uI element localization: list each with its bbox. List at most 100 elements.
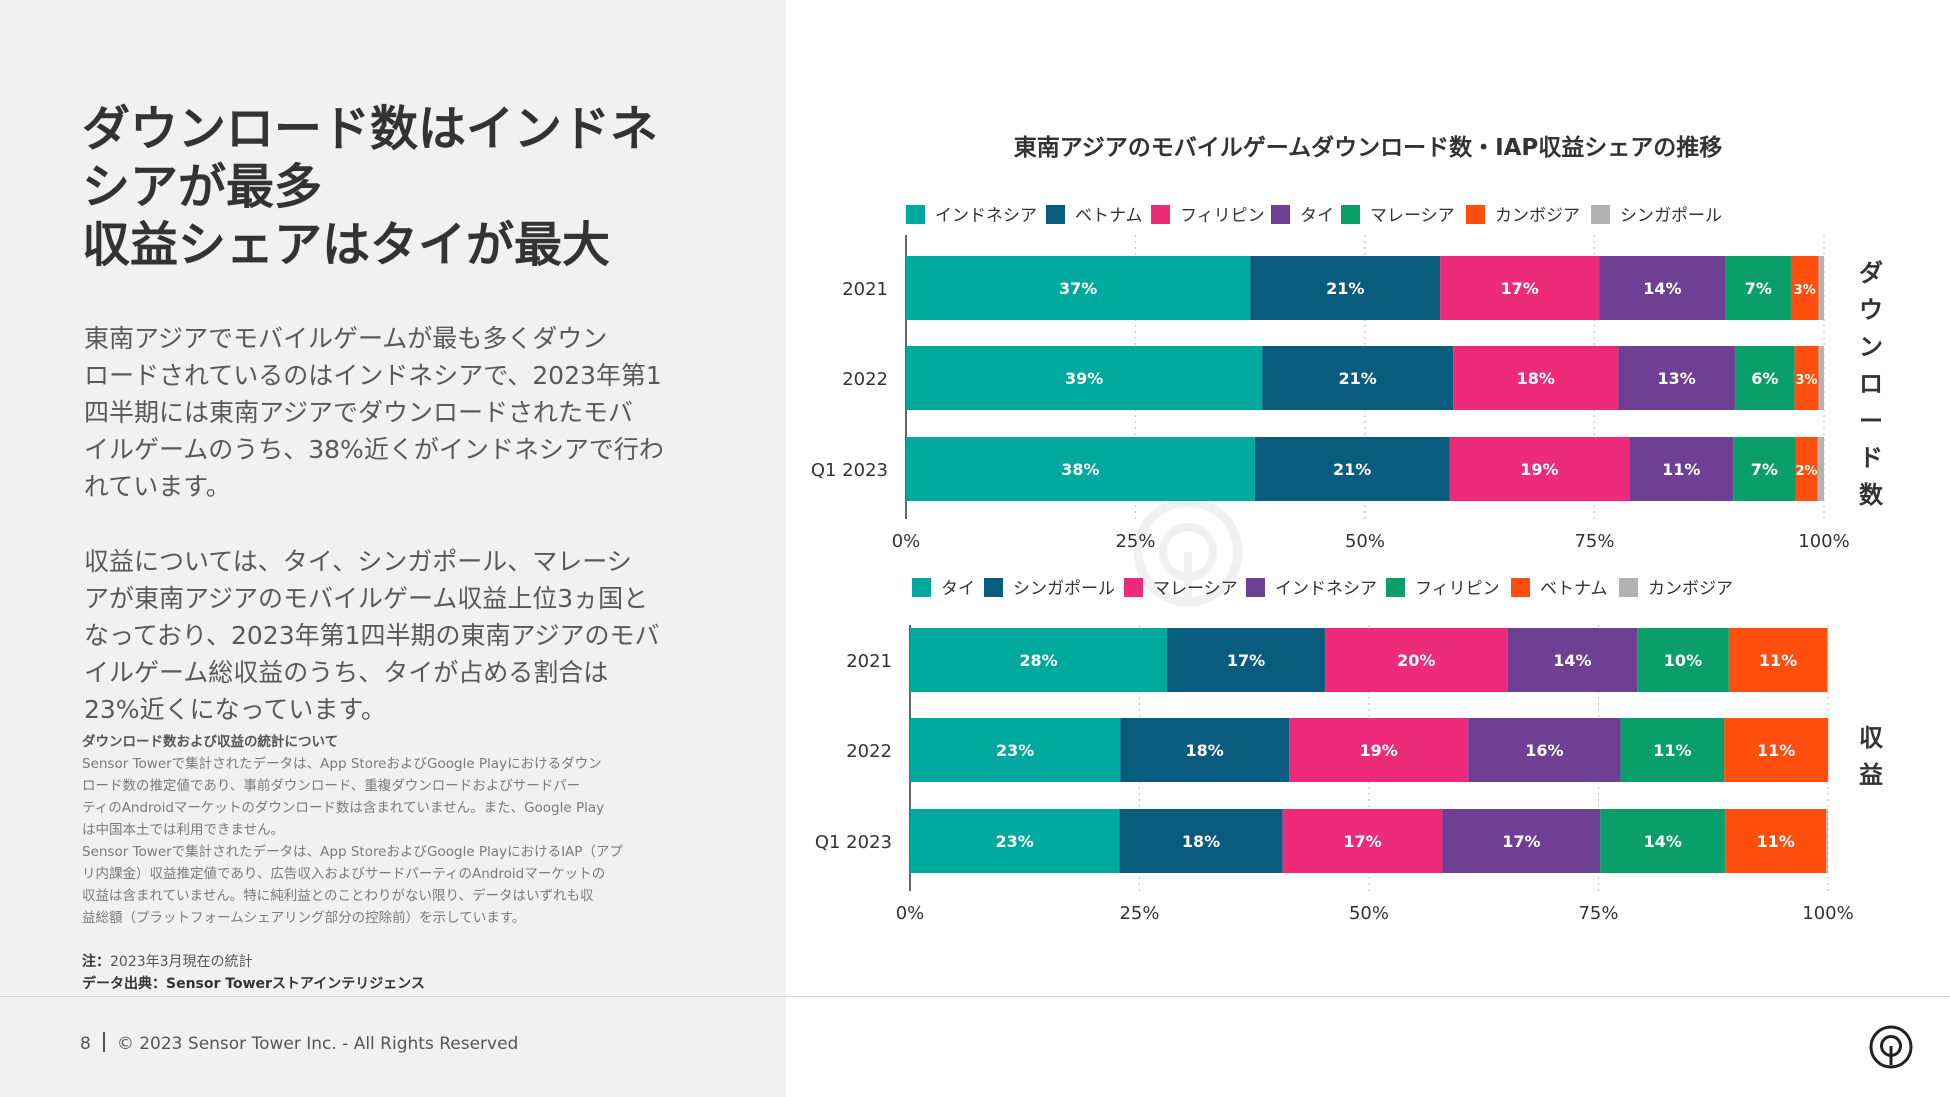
data-label: 11%	[1757, 741, 1795, 760]
legend-label: マレーシア	[1370, 206, 1455, 226]
side-label-char: 数	[1859, 481, 1883, 509]
bar-segment	[1262, 346, 1454, 410]
legend-item: タイ	[1271, 205, 1334, 226]
legend-item: マレーシア	[1341, 205, 1455, 226]
bar-segment	[1733, 437, 1796, 501]
data-label: 19%	[1359, 741, 1397, 760]
category-label: 2022	[846, 741, 892, 762]
bar-segment	[906, 437, 1255, 501]
bar-segment	[1453, 346, 1619, 410]
left-panel: ダウンロード数はインドネ シアが最多 収益シェアはタイが最大 東南アジアでモバイ…	[0, 0, 786, 1097]
bar-segment	[1734, 346, 1795, 410]
legend-label: ベトナム	[1075, 206, 1143, 226]
data-label: 17%	[1502, 832, 1540, 851]
bar-segment	[910, 628, 1168, 692]
bar-segment	[1120, 718, 1290, 782]
legend-label: フィリピン	[1180, 206, 1265, 226]
data-label: 21%	[1339, 369, 1377, 388]
legend-item: マレーシア	[1124, 578, 1238, 599]
methodology-notes: ダウンロード数および収益の統計について Sensor Towerで集計されたデー…	[82, 731, 682, 929]
side-label-char: 益	[1859, 761, 1883, 789]
side-label-char: ン	[1859, 333, 1883, 361]
data-label: 18%	[1186, 741, 1224, 760]
side-label-char: ー	[1859, 407, 1883, 435]
paragraph-line: 東南アジアでモバイルゲームが最も多くダウン	[84, 324, 608, 353]
chart-revenue: タイ シンガポール マレーシア インドネシア フィリピン ベトナム カンボジア 0% 25% 50…	[815, 578, 1854, 924]
x-tick-label: 0%	[892, 531, 921, 552]
x-tick-label: 50%	[1345, 531, 1385, 552]
legend-label: タイ	[941, 579, 975, 599]
source-line: データ出典：Sensor Towerストアインテリジェンス	[82, 973, 682, 995]
data-label: 14%	[1553, 651, 1591, 670]
bar-segment	[1442, 809, 1601, 873]
data-label: 13%	[1658, 369, 1696, 388]
sensor-tower-logo-icon	[1869, 1025, 1913, 1069]
legend-swatch	[906, 205, 925, 224]
data-label: 10%	[1664, 651, 1702, 670]
legend-label: ベトナム	[1540, 579, 1608, 599]
data-label: 11%	[1653, 741, 1691, 760]
legend-swatch	[1466, 205, 1485, 224]
legend-label: インドネシア	[935, 206, 1037, 226]
legend-label: シンガポール	[1013, 579, 1115, 599]
bar-segment	[1440, 256, 1600, 320]
legend-item: ベトナム	[1511, 578, 1608, 599]
bar-segment	[910, 809, 1120, 873]
data-label: 2%	[1796, 464, 1818, 479]
notes-line: ティのAndroidマーケットのダウンロード数は含まれていません。また、Goog…	[82, 800, 605, 816]
bar-segment	[1254, 437, 1450, 501]
footer: 8 © 2023 Sensor Tower Inc. - All Rights R…	[80, 1032, 518, 1054]
paragraph-line: れています。	[84, 472, 231, 501]
data-label: 3%	[1796, 373, 1818, 388]
bar-segment	[1794, 346, 1819, 410]
paragraph-line: 23%近くになっています。	[84, 695, 386, 724]
bar-segment	[910, 718, 1121, 782]
bar-segment	[1282, 809, 1443, 873]
headline-line: 収益シェアはタイが最大	[82, 217, 611, 273]
notes-line: 収益は含まれていません。特に純利益とのことわりがない限り、データはいずれも収	[82, 888, 594, 904]
data-label: 38%	[1061, 460, 1099, 479]
x-tick-label: 50%	[1349, 903, 1389, 924]
note-line: 注：2023年3月現在の統計	[82, 951, 682, 973]
bar-segment	[1725, 256, 1791, 320]
side-label-char: ド	[1859, 444, 1883, 472]
legend-item: フィリピン	[1151, 205, 1265, 226]
category-label: 2021	[842, 279, 888, 300]
bar-segment	[1817, 437, 1824, 501]
side-label-char: 収	[1859, 724, 1883, 752]
bar-segment	[906, 346, 1263, 410]
bar-segment	[1818, 256, 1824, 320]
data-label: 23%	[996, 741, 1034, 760]
x-tick-label: 100%	[1802, 903, 1853, 924]
data-label: 20%	[1397, 651, 1435, 670]
bar-segment	[1826, 809, 1828, 873]
legend-label: カンボジア	[1495, 206, 1580, 226]
data-label: 11%	[1757, 832, 1795, 851]
data-label: 7%	[1751, 460, 1778, 479]
bar-segment	[1728, 628, 1828, 692]
x-tick-label: 0%	[896, 903, 925, 924]
data-label: 17%	[1343, 832, 1381, 851]
legend-swatch	[1591, 205, 1610, 224]
legend-swatch	[1246, 578, 1265, 597]
notes-title: ダウンロード数および収益の統計について	[82, 734, 339, 750]
legend-item: タイ	[912, 578, 975, 599]
x-tick-label: 100%	[1798, 531, 1849, 552]
data-label: 18%	[1182, 832, 1220, 851]
headline-line: シアが最多	[82, 159, 323, 215]
data-label: 17%	[1501, 279, 1539, 298]
bar-segment	[1725, 809, 1827, 873]
category-label: Q1 2023	[815, 832, 892, 853]
data-label: 21%	[1326, 279, 1364, 298]
note-label: 注：	[82, 954, 110, 970]
data-label: 21%	[1333, 460, 1371, 479]
data-label: 16%	[1525, 741, 1563, 760]
bar-segment	[1637, 628, 1729, 692]
bar-segment	[1818, 346, 1824, 410]
data-label: 37%	[1059, 279, 1097, 298]
bar-segment	[1724, 718, 1828, 782]
x-tick-label: 25%	[1119, 903, 1159, 924]
bar-segment	[1828, 718, 1829, 782]
bar-segment	[1289, 718, 1469, 782]
